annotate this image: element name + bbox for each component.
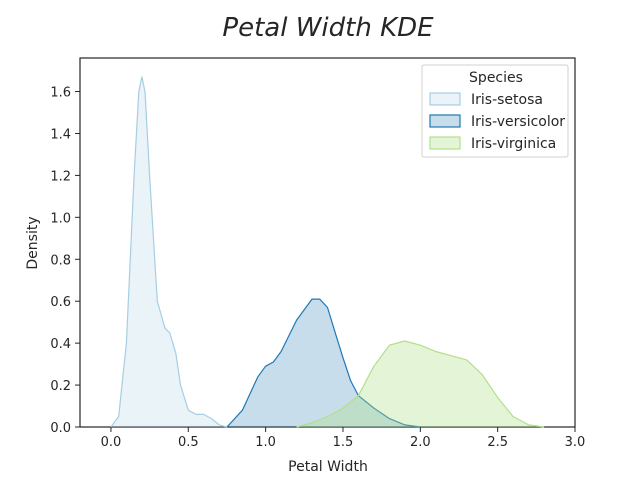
y-axis-label: Density: [25, 216, 41, 269]
density-area-iris-versicolor: [227, 299, 421, 427]
x-axis-label: Petal Width: [288, 459, 368, 475]
legend-swatch-iris-versicolor: [429, 114, 461, 128]
density-line-iris-virginica: [296, 340, 545, 428]
y-tick-label: 0.2: [50, 379, 71, 394]
x-tick-label: 0.5: [178, 435, 199, 450]
legend-swatch-iris-virginica: [429, 136, 461, 150]
legend-label-iris-versicolor: Iris-versicolor: [471, 114, 565, 130]
density-area-iris-virginica: [296, 341, 545, 427]
y-tick-label: 1.6: [50, 86, 71, 101]
x-tick-label: 0.0: [101, 435, 122, 450]
x-tick-label: 1.0: [255, 435, 276, 450]
legend-label-iris-setosa: Iris-setosa: [471, 92, 543, 108]
y-tick-label: 0.8: [50, 253, 71, 268]
y-tick-label: 1.4: [50, 127, 71, 142]
chart-title: Petal Width KDE: [222, 13, 434, 43]
y-tick-label: 0.0: [50, 421, 71, 436]
density-line-iris-setosa: [110, 76, 228, 428]
legend-swatch-iris-setosa: [429, 92, 461, 106]
y-axis-ticks: 0.0 0.2 0.4 0.6 0.8 1.0 1.2 1.4 1.6: [50, 86, 80, 436]
legend-label-iris-virginica: Iris-virginica: [471, 136, 556, 152]
plot-area: [79, 57, 576, 428]
plot-frame: [79, 57, 576, 428]
legend: Species Iris-setosa Iris-versicolor Iris-v…: [421, 64, 569, 158]
x-tick-label: 3.0: [565, 435, 586, 450]
density-area-iris-setosa: [110, 76, 227, 428]
y-tick-label: 1.2: [50, 169, 71, 184]
x-tick-label: 2.5: [487, 435, 508, 450]
x-tick-label: 2.0: [410, 435, 431, 450]
y-tick-label: 0.6: [50, 295, 71, 310]
y-tick-label: 1.0: [50, 211, 71, 226]
y-tick-label: 0.4: [50, 337, 71, 352]
legend-box: [421, 64, 569, 158]
legend-title: Species: [469, 70, 523, 86]
density-line-iris-versicolor: [226, 298, 421, 428]
x-axis-ticks: 0.0 0.5 1.0 1.5 2.0 2.5 3.0: [101, 427, 586, 450]
x-tick-label: 1.5: [333, 435, 354, 450]
